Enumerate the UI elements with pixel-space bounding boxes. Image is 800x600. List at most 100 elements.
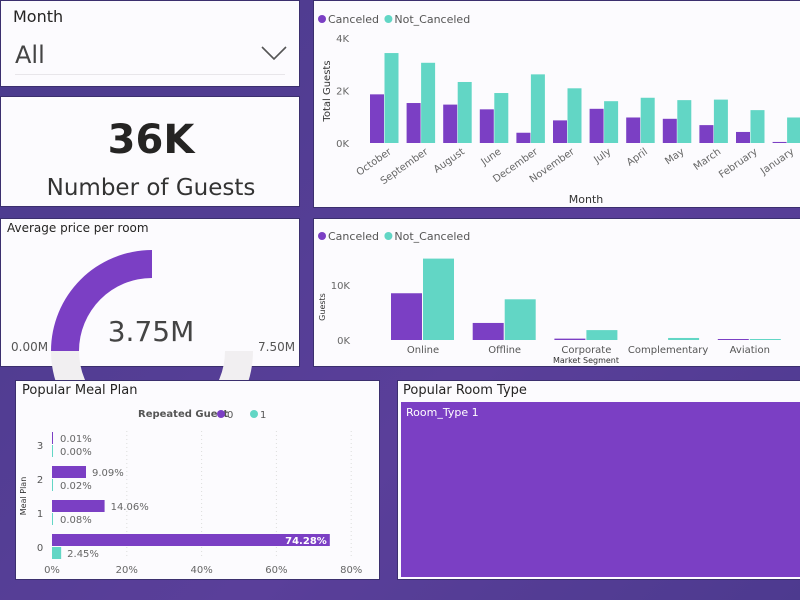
x-tick: 20% <box>116 565 138 576</box>
y-axis-title: Total Guests <box>322 60 333 122</box>
legend-marker-not_canceled <box>384 15 393 23</box>
x-tick-corporate: Corporate <box>561 345 611 356</box>
bar-not_canceled-july <box>604 101 619 143</box>
legend-label-canceled: Canceled <box>328 13 379 26</box>
legend-marker-canceled <box>318 232 326 240</box>
bar-guest-0-plan-1 <box>52 500 105 512</box>
y-axis-title: Meal Plan <box>19 477 28 516</box>
x-tick-july: July <box>591 146 613 166</box>
bar-guest-1-plan-2 <box>52 479 53 491</box>
bar-not_canceled-may <box>677 100 692 143</box>
bar-guest-0-plan-3 <box>52 432 53 444</box>
bar-canceled-november <box>553 120 567 143</box>
bar-not_canceled-october <box>384 53 399 143</box>
gauge-fill <box>51 250 152 351</box>
bar-not_canceled-aviation <box>749 339 781 340</box>
bar-not_canceled-february <box>750 110 765 143</box>
y-tick-3: 3 <box>37 441 43 452</box>
bar-canceled-august <box>443 104 458 143</box>
legend-label-canceled: Canceled <box>328 230 379 243</box>
kpi-label: Number of Guests <box>46 175 256 201</box>
bar-canceled-february <box>736 131 750 143</box>
gauge-card: Average price per room 3.75M 0.00M 7.50M <box>0 218 300 452</box>
bar-not_canceled-complementary <box>668 337 700 340</box>
bar-not_canceled-march <box>713 99 728 143</box>
gauge-title: Average price per room <box>7 221 149 235</box>
bar-not_canceled-september <box>421 62 436 143</box>
month-slicer[interactable]: Month All <box>0 0 300 87</box>
x-tick: 0% <box>44 565 60 576</box>
kpi-value: 36K <box>107 117 195 163</box>
kpi-card: 36K Number of Guests <box>0 96 300 207</box>
x-tick-january: January <box>758 146 796 177</box>
bar-guest-0-plan-2 <box>52 466 86 478</box>
y-tick: 2K <box>336 86 349 97</box>
x-tick: 60% <box>265 565 287 576</box>
segment-chart: Canceled Not_Canceled 0K 10K Guests Market Se… <box>313 218 800 367</box>
x-tick-online: Online <box>407 345 439 356</box>
bar-canceled-october <box>370 94 384 143</box>
bar-not_canceled-online <box>423 258 454 340</box>
bar-not_canceled-january <box>787 117 800 143</box>
data-label: 0.00% <box>60 447 92 458</box>
x-tick: 80% <box>340 565 362 576</box>
bar-canceled-corporate <box>554 338 586 340</box>
legend-marker-not_canceled <box>384 232 393 240</box>
x-tick-march: March <box>692 146 723 172</box>
bar-canceled-july <box>589 108 604 143</box>
x-tick-february: February <box>717 146 760 180</box>
x-tick-complementary: Complementary <box>628 345 709 356</box>
bar-canceled-online <box>391 293 422 340</box>
legend-marker-canceled <box>318 15 326 23</box>
legend-label-not_canceled: Not_Canceled <box>394 13 470 26</box>
bar-guest-1-plan-3 <box>52 445 53 457</box>
bar-not_canceled-november <box>567 88 582 143</box>
bar-canceled-offline <box>472 322 504 340</box>
meal-plan-chart: Popular Meal Plan Repeated Guest 0 1 0% 20% 4… <box>15 380 380 580</box>
bar-not_canceled-offline <box>504 299 536 340</box>
gauge-value: 3.75M <box>107 315 195 348</box>
legend-label-not_canceled: Not_Canceled <box>394 230 470 243</box>
gauge-max: 7.50M <box>258 340 296 354</box>
data-label: 0.02% <box>60 481 92 492</box>
legend-label-0: 0 <box>227 410 233 421</box>
x-tick-august: August <box>432 146 467 175</box>
data-label: 0.01% <box>60 434 92 445</box>
x-tick-offline: Offline <box>488 345 521 356</box>
bar-canceled-june <box>479 109 494 143</box>
bar-canceled-january <box>772 141 787 143</box>
x-axis-title: Month <box>569 193 604 206</box>
meal-title: Popular Meal Plan <box>22 383 138 398</box>
bar-not_canceled-april <box>640 97 655 143</box>
bar-not_canceled-august <box>457 81 472 143</box>
room-type-title: Popular Room Type <box>403 383 527 398</box>
x-tick-aviation: Aviation <box>730 345 770 356</box>
bar-canceled-september <box>406 103 421 143</box>
data-label: 9.09% <box>92 468 124 479</box>
data-label: 2.45% <box>67 549 99 560</box>
data-label: 0.08% <box>60 515 92 526</box>
y-tick-2: 2 <box>37 475 43 486</box>
legend-marker-0 <box>217 410 225 418</box>
slicer-value[interactable]: All <box>15 41 45 69</box>
gauge-min: 0.00M <box>11 340 49 354</box>
bar-not_canceled-corporate <box>586 330 618 340</box>
bar-canceled-march <box>699 125 714 143</box>
chevron-down-icon[interactable] <box>1 1 301 88</box>
y-tick-0: 0 <box>37 543 43 554</box>
x-tick-may: May <box>663 146 686 167</box>
legend-label-1: 1 <box>260 410 266 421</box>
legend-title: Repeated Guest <box>138 409 228 420</box>
x-axis-title: Market Segment <box>553 356 619 365</box>
bar-guest-0-plan-0 <box>52 534 330 546</box>
y-tick: 0K <box>337 336 350 347</box>
slicer-underline <box>15 74 285 75</box>
x-tick-june: June <box>479 146 504 168</box>
data-label: 14.06% <box>111 502 149 513</box>
y-tick: 10K <box>331 281 351 292</box>
y-tick-1: 1 <box>37 509 43 520</box>
bar-canceled-april <box>626 117 641 143</box>
treemap-tile-room-type-1[interactable]: Room_Type 1 <box>401 402 800 577</box>
bar-not_canceled-december <box>530 74 545 143</box>
month-chart: Canceled Not_Canceled 0K 2K 4K Total Guests Mo… <box>313 0 800 208</box>
